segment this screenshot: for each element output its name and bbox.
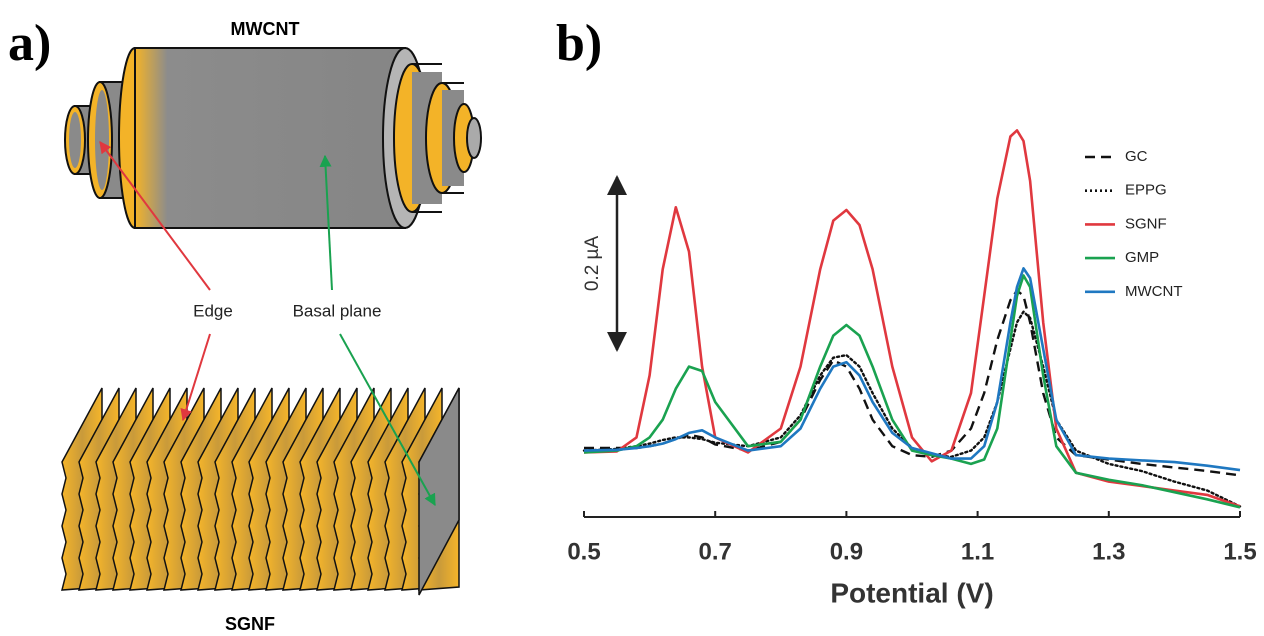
panel-b: b) Potential (V) 0.5 0.7 0.9 1.1 1.3 1.5 0.2 µ… bbox=[556, 15, 1257, 608]
legend-label: GC bbox=[1125, 148, 1148, 165]
edge-arrow bbox=[180, 333, 211, 422]
mwcnt-label: MWCNT bbox=[231, 19, 300, 39]
x-tick-label: 1.5 bbox=[1223, 538, 1256, 565]
series-line bbox=[583, 267, 1241, 472]
x-tick-label: 0.9 bbox=[830, 538, 863, 565]
edge-label: Edge bbox=[193, 301, 233, 320]
sheet-face bbox=[418, 387, 460, 596]
panel-label: b) bbox=[556, 15, 602, 72]
edge-arrow bbox=[99, 141, 211, 291]
x-tick-label: 0.7 bbox=[699, 538, 732, 565]
x-tick-label: 1.3 bbox=[1092, 538, 1125, 565]
basal-arrow bbox=[319, 154, 333, 291]
legend-label: EPPG bbox=[1125, 182, 1167, 199]
panel-label: a) bbox=[8, 15, 51, 72]
sgnf-drawing bbox=[61, 387, 460, 596]
basal-label: Basal plane bbox=[293, 301, 382, 320]
legend-label: SGNF bbox=[1125, 215, 1167, 232]
x-tick-label: 1.1 bbox=[961, 538, 994, 565]
mwcnt-drawing bbox=[64, 47, 482, 229]
sgnf-label: SGNF bbox=[225, 614, 275, 634]
x-tick-label: 0.5 bbox=[567, 538, 600, 565]
x-axis-label: Potential (V) bbox=[830, 577, 993, 608]
series-line bbox=[582, 310, 1242, 508]
panel-a: a) MWCNT Edge Basal plane SGNF bbox=[8, 15, 482, 634]
basal-arrow bbox=[339, 333, 436, 507]
legend-label: MWCNT bbox=[1125, 283, 1182, 300]
series-line bbox=[583, 274, 1241, 509]
series-line bbox=[584, 289, 1241, 477]
scale-bar-label: 0.2 µA bbox=[582, 235, 603, 291]
series-line bbox=[583, 129, 1241, 508]
legend-label: GMP bbox=[1125, 249, 1159, 266]
